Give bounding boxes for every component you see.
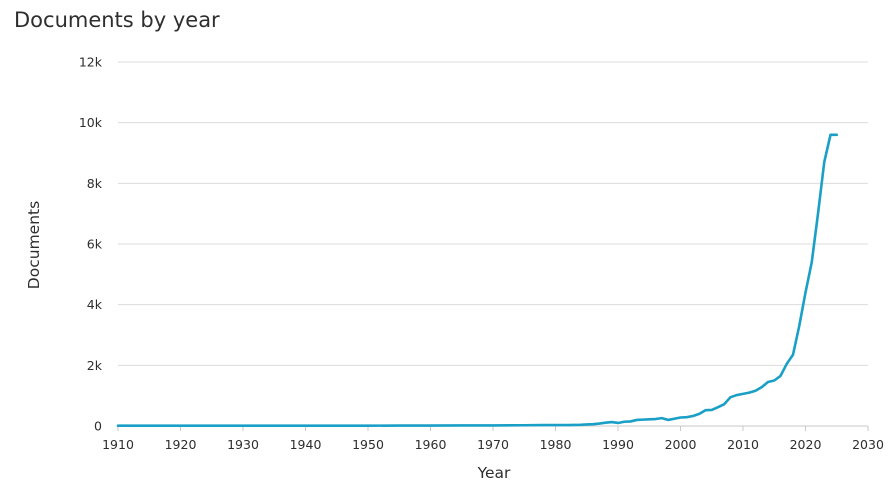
gridlines — [118, 61, 868, 427]
x-tick-label: 1930 — [227, 437, 259, 452]
x-tick-label: 1970 — [477, 437, 509, 452]
x-tick-label: 2020 — [790, 437, 822, 452]
x-tick-label: 1950 — [352, 437, 384, 452]
y-tick-label: 10k — [79, 115, 103, 130]
x-axis-title: Year — [477, 464, 511, 482]
y-axis-title: Documents — [25, 201, 43, 289]
y-axis: 0 2k 4k 6k 8k 10k 12k — [79, 55, 103, 434]
chart-title: Documents by year — [14, 8, 220, 32]
x-tick-label: 1990 — [602, 437, 634, 452]
x-tick-label: 1960 — [415, 437, 447, 452]
x-tick-label: 1910 — [102, 437, 134, 452]
x-axis: 1910 1920 1930 1940 1950 1960 1970 1980 1990 2000… — [102, 425, 884, 452]
x-tick-label: 2000 — [665, 437, 697, 452]
y-tick-label: 4k — [87, 297, 103, 312]
x-tick-label: 1920 — [165, 437, 197, 452]
y-tick-label: 6k — [87, 237, 103, 252]
y-tick-label: 8k — [87, 176, 103, 191]
y-tick-label: 0 — [94, 419, 102, 434]
y-tick-label: 12k — [79, 55, 103, 70]
x-tick-label: 2030 — [852, 437, 884, 452]
y-tick-label: 2k — [87, 358, 103, 373]
x-tick-label: 1980 — [540, 437, 572, 452]
x-tick-label: 2010 — [727, 437, 759, 452]
series-line — [116, 133, 839, 428]
x-tick-label: 1940 — [290, 437, 322, 452]
series-group — [116, 133, 839, 428]
